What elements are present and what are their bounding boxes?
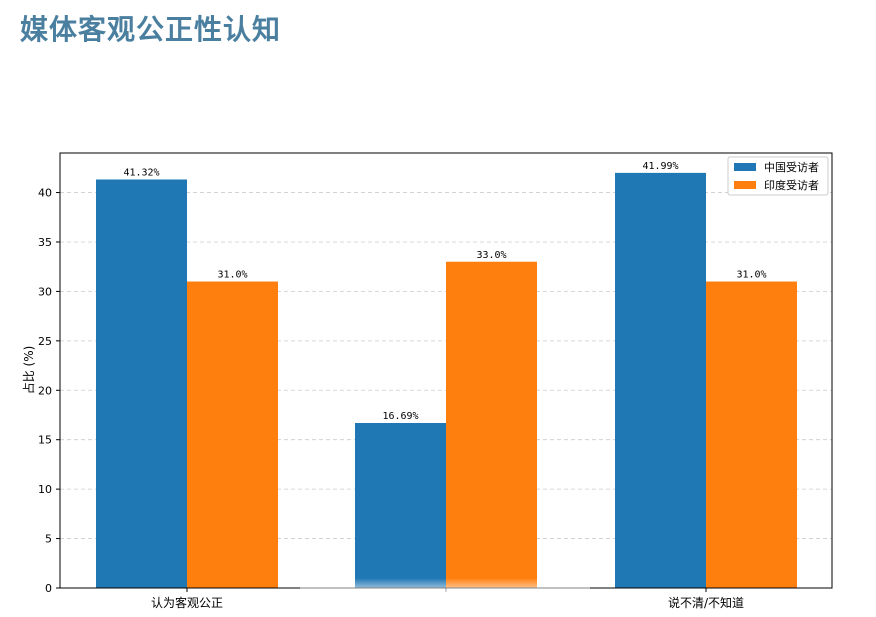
bar-value-label: 41.32% [123,167,159,178]
x-tick-label: 认为客观公正 [151,595,223,610]
tick-layer: 0 5 10 15 20 25 30 35 40 认为客观公正 说不清/不知道 [38,187,744,610]
y-tick-label: 40 [38,187,52,200]
y-tick-label: 20 [38,384,52,397]
bar-layer [96,172,797,589]
y-tick-label: 0 [45,582,52,595]
bar-value-label: 16.69% [382,411,418,422]
bar-india [706,281,797,588]
legend-swatch [734,163,756,171]
bar-china [615,172,706,589]
legend-label: 中国受访者 [764,161,819,174]
bar-india [446,261,537,588]
y-tick-label: 35 [38,236,52,249]
y-tick-label: 5 [45,533,52,546]
bar-value-label: 31.0% [736,270,766,281]
bar-value-label: 33.0% [476,250,506,261]
bar-china [355,422,446,588]
y-axis-label: 占比 (%) [21,346,36,395]
legend-label: 印度受访者 [764,178,819,192]
x-tick-label: 说不清/不知道 [668,595,744,610]
y-tick-label: 30 [38,285,52,298]
y-tick-label: 10 [38,483,52,496]
xtick-fade [300,578,590,617]
y-tick-label: 25 [38,335,52,348]
y-tick-label: 15 [38,434,52,447]
legend-swatch [734,181,756,189]
data-label-layer: 41.32% 16.69% 41.99% 31.0% 33.0% 31.0% [123,161,766,422]
bar-india [187,281,278,588]
bar-china [96,179,187,588]
bar-value-label: 31.0% [217,270,247,281]
bar-value-label: 41.99% [642,161,678,172]
page-title: 媒体客观公正性认知 [20,13,282,46]
